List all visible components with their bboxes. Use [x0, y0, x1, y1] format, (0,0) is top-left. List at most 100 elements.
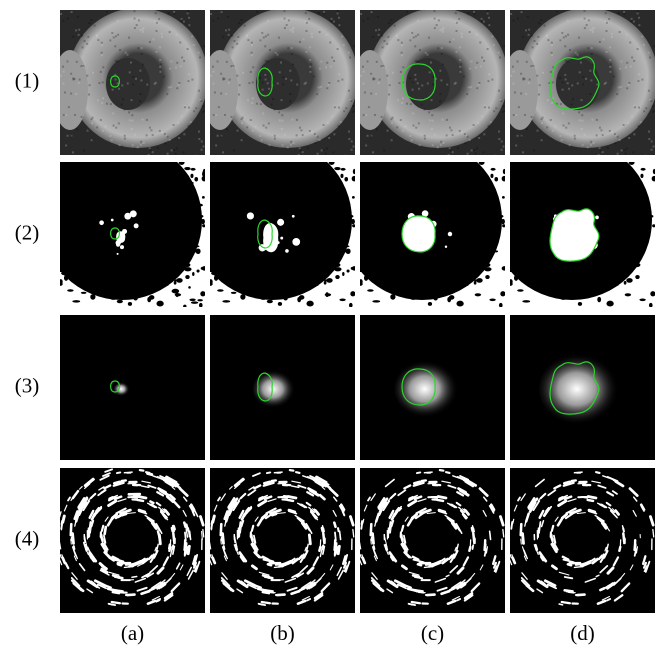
- noise: [390, 118, 392, 120]
- speckle: [72, 300, 80, 303]
- edge: [274, 472, 282, 473]
- noise: [149, 41, 151, 43]
- speckle: [190, 174, 193, 178]
- noise: [518, 106, 520, 108]
- noise: [213, 71, 215, 73]
- speckle: [500, 291, 505, 296]
- speckle: [184, 267, 191, 271]
- noise: [311, 36, 313, 38]
- speckle: [640, 243, 644, 247]
- column-label: (d): [570, 621, 595, 645]
- noise: [156, 30, 158, 32]
- noise: [198, 90, 200, 92]
- noise: [367, 135, 369, 137]
- noise: [456, 51, 458, 53]
- noise: [618, 12, 620, 14]
- noise: [87, 130, 89, 132]
- noise: [292, 64, 294, 66]
- noise: [176, 34, 178, 36]
- edge: [322, 528, 323, 531]
- noise: [396, 126, 398, 128]
- edge: [172, 528, 173, 531]
- noise: [452, 134, 454, 136]
- noise: [579, 119, 581, 121]
- noise: [651, 140, 653, 142]
- noise: [481, 57, 483, 59]
- noise: [127, 82, 129, 84]
- edge: [334, 523, 335, 527]
- noise: [605, 12, 607, 14]
- noise: [284, 18, 286, 20]
- image-panel: [42, 140, 207, 308]
- noise: [515, 144, 517, 146]
- speckle: [561, 286, 568, 290]
- image-panel: [202, 8, 358, 157]
- noise: [438, 19, 440, 21]
- noise: [215, 114, 217, 116]
- noise: [169, 68, 171, 70]
- noise: [137, 47, 139, 49]
- noise: [163, 76, 165, 78]
- noise: [512, 83, 514, 85]
- noise: [599, 41, 601, 43]
- noise: [132, 83, 134, 85]
- noise: [370, 135, 372, 137]
- noise: [140, 93, 142, 95]
- edge: [276, 580, 283, 581]
- speckle: [174, 279, 180, 281]
- noise: [129, 71, 131, 73]
- noise: [159, 130, 161, 132]
- noise: [161, 131, 163, 133]
- noise: [441, 119, 443, 121]
- speckle: [188, 286, 191, 289]
- image-panel: [360, 315, 505, 460]
- edge: [307, 599, 310, 600]
- noise: [101, 54, 103, 56]
- noise: [333, 60, 335, 62]
- noise: [439, 29, 441, 31]
- noise: [401, 44, 403, 46]
- edge: [134, 496, 140, 497]
- speckle: [468, 275, 473, 280]
- noise: [571, 104, 573, 106]
- speckle: [189, 182, 193, 184]
- noise: [584, 27, 586, 29]
- edge: [288, 500, 293, 501]
- speckle: [352, 224, 356, 227]
- edge: [118, 577, 122, 578]
- speckle: [401, 284, 404, 289]
- noise: [317, 136, 319, 138]
- noise: [600, 150, 602, 152]
- noise: [212, 83, 214, 85]
- noise: [88, 94, 90, 96]
- speckle: [496, 215, 503, 218]
- image-panel: [357, 468, 505, 613]
- edge: [213, 516, 215, 522]
- noise: [567, 82, 569, 84]
- noise: [117, 20, 119, 22]
- speckle: [352, 176, 357, 182]
- noise: [139, 29, 141, 31]
- noise: [611, 131, 613, 133]
- noise: [238, 22, 240, 24]
- speckle: [329, 160, 335, 165]
- noise: [625, 66, 627, 68]
- speckle: [457, 277, 465, 283]
- speckle: [197, 299, 202, 301]
- noise: [389, 84, 391, 86]
- noise: [220, 135, 222, 137]
- noise: [70, 135, 72, 137]
- noise: [333, 133, 335, 135]
- edge: [188, 546, 189, 553]
- noise: [563, 125, 565, 127]
- noise: [483, 60, 485, 62]
- noise: [302, 151, 304, 153]
- noise: [134, 134, 136, 136]
- noise: [470, 86, 472, 88]
- noise: [565, 127, 567, 129]
- noise: [251, 102, 253, 104]
- edge: [262, 602, 270, 603]
- speckle: [88, 290, 92, 293]
- noise: [309, 66, 311, 68]
- noise: [112, 81, 114, 83]
